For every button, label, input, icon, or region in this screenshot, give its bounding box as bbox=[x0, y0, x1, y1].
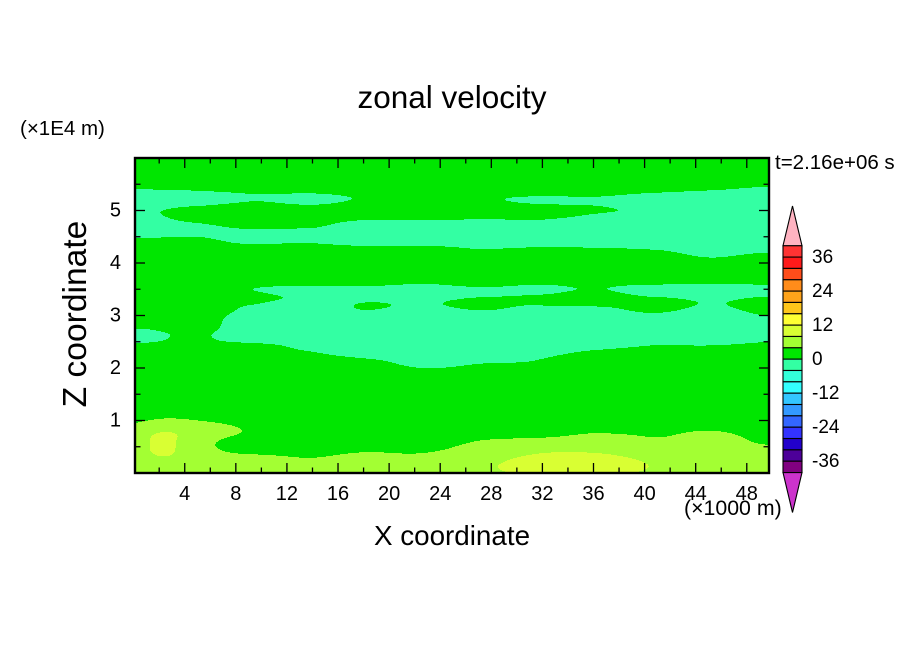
svg-text:24: 24 bbox=[812, 281, 834, 302]
svg-text:1: 1 bbox=[110, 410, 121, 432]
svg-text:4: 4 bbox=[110, 252, 121, 274]
svg-text:36: 36 bbox=[812, 247, 833, 268]
svg-text:20: 20 bbox=[378, 483, 400, 505]
svg-text:24: 24 bbox=[429, 483, 451, 505]
svg-text:4: 4 bbox=[179, 483, 190, 505]
svg-text:5: 5 bbox=[110, 200, 121, 222]
svg-text:28: 28 bbox=[480, 483, 502, 505]
svg-text:2: 2 bbox=[110, 357, 121, 379]
svg-text:-24: -24 bbox=[812, 417, 840, 438]
svg-text:36: 36 bbox=[582, 483, 604, 505]
svg-text:48: 48 bbox=[736, 483, 758, 505]
svg-text:X coordinate: X coordinate bbox=[374, 520, 530, 551]
svg-text:12: 12 bbox=[812, 315, 833, 336]
svg-text:40: 40 bbox=[633, 483, 655, 505]
svg-text:(×1E4 m): (×1E4 m) bbox=[20, 117, 105, 140]
svg-text:32: 32 bbox=[531, 483, 553, 505]
svg-text:8: 8 bbox=[230, 483, 241, 505]
svg-text:zonal velocity: zonal velocity bbox=[357, 79, 546, 115]
svg-text:16: 16 bbox=[327, 483, 349, 505]
svg-text:3: 3 bbox=[110, 305, 121, 327]
svg-text:44: 44 bbox=[685, 483, 707, 505]
svg-text:-36: -36 bbox=[812, 451, 839, 472]
svg-text:0: 0 bbox=[812, 349, 823, 370]
svg-text:-12: -12 bbox=[812, 383, 839, 404]
svg-text:12: 12 bbox=[276, 483, 298, 505]
svg-text:t=2.16e+06 s: t=2.16e+06 s bbox=[775, 151, 895, 174]
svg-text:Z coordinate: Z coordinate bbox=[57, 221, 94, 408]
